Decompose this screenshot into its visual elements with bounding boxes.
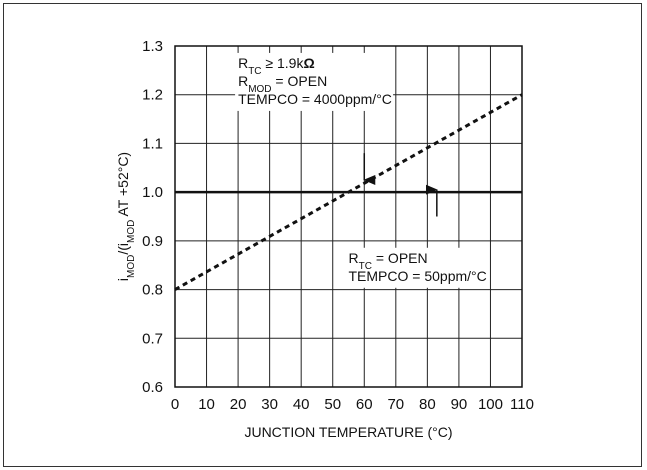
x-tick-label: 10 (198, 396, 215, 413)
y-tick-label: 0.6 (142, 379, 163, 396)
series-lines (174, 93, 523, 291)
y-tick-label: 1.3 (142, 38, 163, 55)
plot-border (174, 45, 523, 388)
x-tick-label: 90 (451, 396, 468, 413)
y-tick-label: 1.0 (142, 184, 163, 201)
x-axis-label: JUNCTION TEMPERATURE (°C) (244, 424, 452, 440)
x-tick-label: 80 (419, 396, 436, 413)
y-tick-label: 0.9 (142, 233, 163, 250)
x-tick-label: 100 (478, 396, 503, 413)
y-tick-label: 0.7 (142, 330, 163, 347)
annotation-background (345, 247, 488, 288)
y-tick-label: 1.2 (142, 87, 163, 104)
y-tick-label: 0.8 (142, 282, 163, 299)
x-tick-label: 110 (510, 396, 534, 413)
chart-frame (3, 3, 642, 467)
annotation-text: RTC ≥ 1.9kΩ (238, 55, 315, 77)
annotation-background (235, 52, 394, 111)
x-tick-label: 30 (261, 396, 278, 413)
y-axis-label: iMOD/(iMOD AT +52°C) (115, 152, 137, 281)
x-tick-label: 70 (387, 396, 404, 413)
annotation-text: TEMPCO = 50ppm/°C (349, 268, 487, 284)
annotation-text: RTC = OPEN (349, 250, 428, 272)
x-tick-label: 20 (230, 396, 247, 413)
x-tick-label: 40 (293, 396, 310, 413)
x-tick-label: 0 (171, 396, 179, 413)
annotation-text: RMOD = OPEN (238, 73, 327, 95)
x-tick-label: 60 (356, 396, 373, 413)
annotation-text: TEMPCO = 4000ppm/°C (238, 91, 392, 107)
tick-labels: 0 10 20 30 40 50 60 70 80 90 100 110 0.6 0.7 0.8 0.9 1.0… (142, 38, 534, 413)
y-tick-label: 1.1 (142, 135, 163, 152)
x-tick-label: 50 (324, 396, 341, 413)
